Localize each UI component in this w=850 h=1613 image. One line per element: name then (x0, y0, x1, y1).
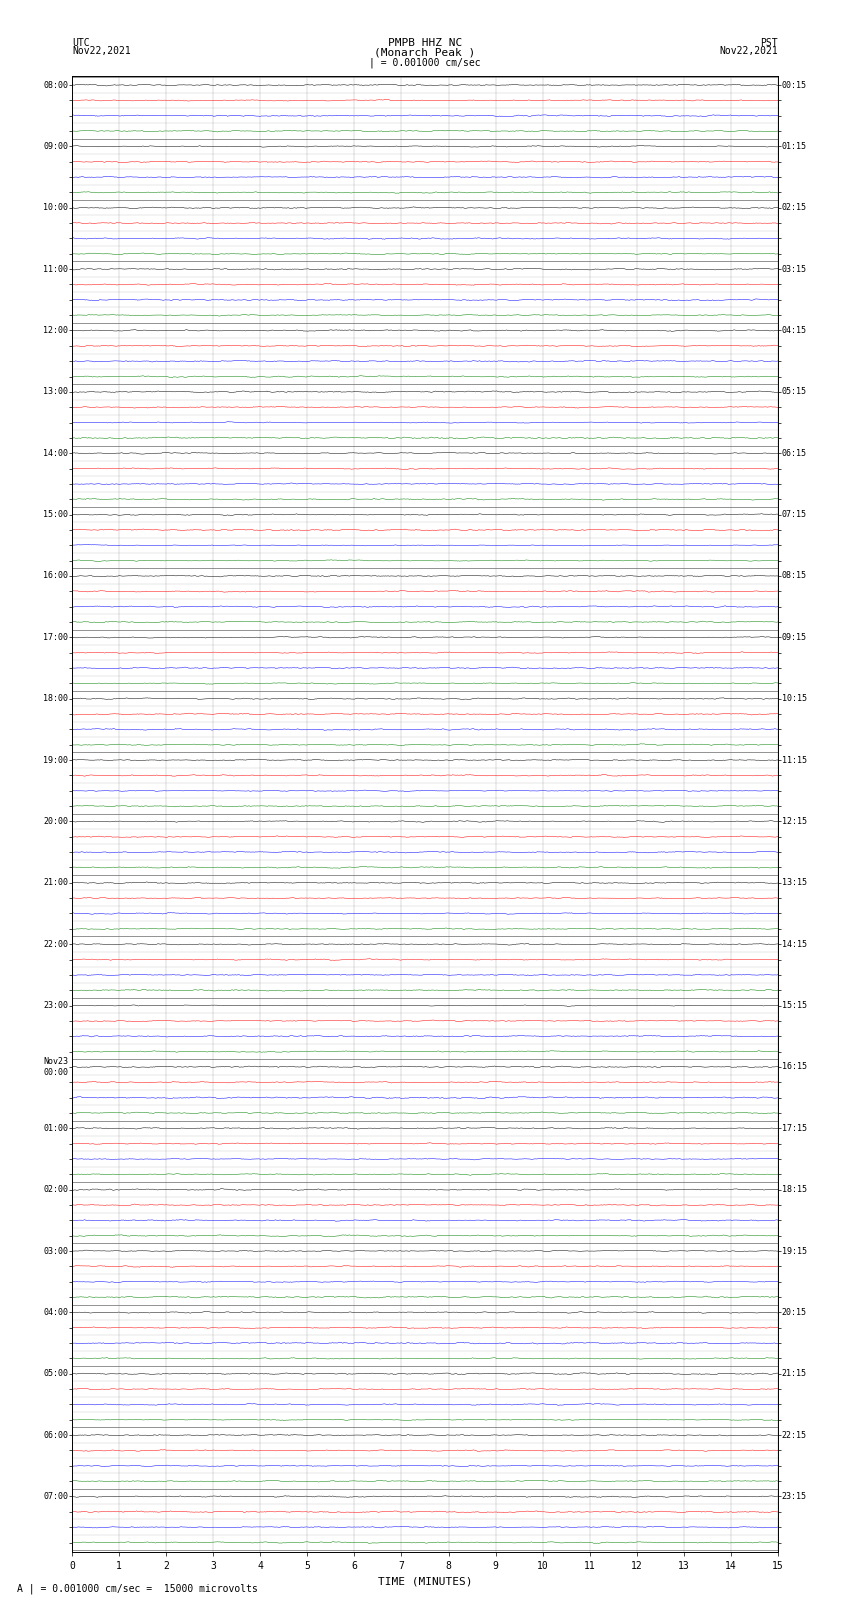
X-axis label: TIME (MINUTES): TIME (MINUTES) (377, 1576, 473, 1586)
Text: PST: PST (760, 37, 778, 48)
Text: (Monarch Peak ): (Monarch Peak ) (374, 47, 476, 58)
Text: UTC: UTC (72, 37, 90, 48)
Text: | = 0.001000 cm/sec: | = 0.001000 cm/sec (369, 58, 481, 68)
Text: PMPB HHZ NC: PMPB HHZ NC (388, 37, 462, 48)
Text: Nov22,2021: Nov22,2021 (72, 45, 131, 56)
Text: Nov22,2021: Nov22,2021 (719, 45, 778, 56)
Text: A | = 0.001000 cm/sec =  15000 microvolts: A | = 0.001000 cm/sec = 15000 microvolts (17, 1582, 258, 1594)
